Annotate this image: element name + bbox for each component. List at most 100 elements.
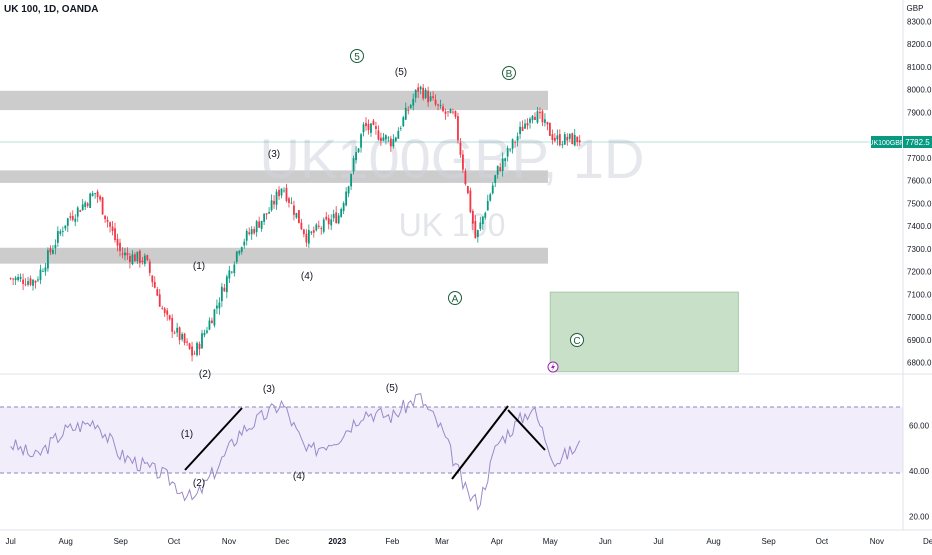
wave-label-4: (4) [301, 271, 313, 282]
price-tick-label: 7200.0 [907, 268, 932, 277]
candle-body [573, 134, 576, 146]
candle-body [404, 107, 407, 120]
zone-1[interactable] [0, 90, 548, 111]
candle-body [290, 202, 293, 204]
candle-body [412, 98, 415, 106]
candle-body [114, 228, 116, 240]
candle-body [126, 252, 129, 256]
candle-body [494, 175, 497, 183]
rsi-trendline-up-2[interactable] [451, 405, 509, 480]
candle-body [452, 111, 454, 113]
candle-body [64, 225, 67, 229]
candle-body [479, 222, 482, 229]
candle-body [12, 278, 15, 280]
candle-body [270, 200, 273, 211]
time-tick-label: Jul [653, 537, 663, 546]
candle-body [188, 343, 191, 349]
candle-body [536, 111, 539, 123]
candle-body [235, 251, 238, 262]
target-box[interactable] [549, 291, 739, 373]
candle-body [337, 215, 340, 224]
candle-body [240, 247, 243, 252]
candle-body [342, 203, 345, 211]
rsi-axis[interactable]: 60.00 40.00 20.00 [909, 422, 930, 522]
candle-body [238, 250, 241, 254]
candle-body [347, 186, 350, 194]
candle-body [355, 152, 357, 161]
candle-body [121, 253, 124, 255]
candle-body [42, 271, 44, 272]
candle-body [409, 105, 412, 108]
candle-body [258, 221, 261, 228]
candle-body [375, 126, 377, 129]
candle-body [101, 197, 104, 215]
candle-body [307, 230, 310, 244]
price-tick-label: 8200.0 [907, 40, 932, 49]
price-tick-label: 7700.0 [907, 154, 932, 163]
rsi-tick-label: 60.00 [909, 422, 930, 431]
candle-body [509, 149, 512, 151]
candle-body [49, 248, 52, 253]
rsi-trendline-up-1[interactable] [184, 407, 243, 471]
last-price-tag: UK100GBP 7782.5 [868, 136, 932, 148]
rsi-trendline-down[interactable] [507, 409, 546, 451]
price-tick-label: 7400.0 [907, 222, 932, 231]
time-tick-label: Dec [923, 537, 932, 546]
candle-body [288, 198, 290, 203]
candle-body [327, 218, 330, 225]
price-tick-label: 7300.0 [907, 245, 932, 254]
candle-body [300, 222, 303, 230]
candle-body [14, 277, 17, 280]
candle-body [280, 188, 283, 196]
symbol-tag-text: UK100GBP [868, 140, 905, 147]
time-tick-label: Aug [706, 537, 720, 546]
candle-body [437, 104, 439, 106]
candle-body [211, 320, 213, 324]
candle-body [541, 111, 544, 123]
candle-body [345, 191, 348, 206]
candle-body [220, 286, 223, 302]
candle-body [392, 139, 395, 147]
candle-body [156, 289, 159, 296]
candle-body [81, 204, 84, 210]
candle-body [86, 203, 89, 206]
candle-body [367, 124, 370, 131]
candle-body [474, 221, 477, 239]
candle-body [529, 118, 531, 123]
candle-body [459, 142, 462, 155]
watermark-main: UK100GBP, 1D [260, 127, 645, 190]
candle-body [571, 133, 574, 145]
candle-body [153, 281, 156, 288]
candle-body [206, 330, 208, 333]
candle-body [151, 275, 154, 283]
candle-body [444, 111, 447, 114]
price-tick-label: 8100.0 [907, 63, 932, 72]
flash-icon[interactable] [547, 361, 559, 373]
zone-2[interactable] [0, 170, 548, 183]
candle-body [193, 353, 196, 355]
wave-label-1: (1) [193, 261, 205, 272]
candle-body [556, 135, 559, 140]
candle-body [476, 230, 479, 238]
candle-body [539, 111, 541, 114]
candle-body [402, 117, 405, 127]
rsi-band [0, 407, 903, 473]
time-axis[interactable]: Jul Aug Sep Oct Nov Dec 2023 Feb Mar Apr May Jun Jul… [6, 537, 932, 546]
candle-body [298, 210, 300, 224]
candle-body [106, 219, 109, 222]
zone-3[interactable] [0, 247, 548, 264]
candle-body [417, 87, 420, 92]
rsi-tick-label: 20.00 [909, 513, 930, 522]
candle-body [397, 130, 400, 139]
candle-body [362, 124, 365, 133]
candle-body [94, 192, 97, 194]
candle-body [203, 332, 206, 336]
candle-body [47, 250, 49, 269]
candle-body [568, 133, 571, 139]
candle-body [576, 136, 579, 143]
candle-body [136, 251, 139, 262]
wave-label-circled-5: 5 [354, 52, 360, 63]
price-axis[interactable]: 8300.0 8200.0 8100.0 8000.0 7900.0 7700.0 7600… [907, 17, 932, 367]
